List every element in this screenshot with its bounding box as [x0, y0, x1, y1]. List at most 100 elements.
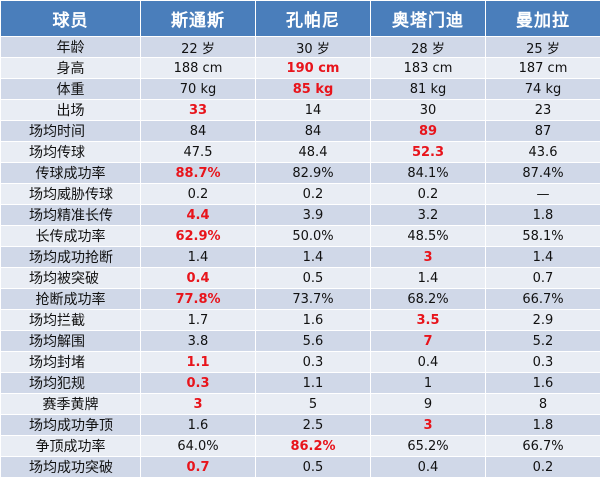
stat-cell: 9	[371, 394, 486, 415]
row-label: 场均精准长传	[1, 205, 141, 226]
stat-cell: 66.7%	[486, 436, 600, 457]
stat-cell: 1.6	[256, 310, 371, 331]
stat-cell: 23	[486, 100, 600, 121]
stat-cell: 1.6	[486, 373, 600, 394]
header-cell-stones: 斯通斯	[141, 1, 256, 37]
stat-cell: 84.1%	[371, 163, 486, 184]
stat-cell: 0.3	[486, 352, 600, 373]
stat-cell: 2.5	[256, 415, 371, 436]
stat-cell: 81 kg	[371, 79, 486, 100]
stat-cell: 4.4	[141, 205, 256, 226]
stat-cell: 1.4	[141, 247, 256, 268]
stat-cell: 47.5	[141, 142, 256, 163]
stat-cell: 0.2	[371, 184, 486, 205]
stat-cell: 30	[371, 100, 486, 121]
stat-cell: 5	[256, 394, 371, 415]
stat-cell: 1.6	[141, 415, 256, 436]
row-label: 年龄	[1, 37, 141, 58]
stat-cell: 190 cm	[256, 58, 371, 79]
stat-cell: 0.5	[256, 457, 371, 478]
stat-cell: —	[486, 184, 600, 205]
stat-cell: 33	[141, 100, 256, 121]
stat-cell: 1.4	[256, 247, 371, 268]
row-label: 体重	[1, 79, 141, 100]
stat-cell: 84	[256, 121, 371, 142]
stat-cell: 3.2	[371, 205, 486, 226]
stat-cell: 3.8	[141, 331, 256, 352]
stat-cell: 52.3	[371, 142, 486, 163]
stat-cell: 22 岁	[141, 37, 256, 58]
stat-cell: 0.3	[141, 373, 256, 394]
row-label: 传球成功率	[1, 163, 141, 184]
row-label: 场均威胁传球	[1, 184, 141, 205]
stat-cell: 87.4%	[486, 163, 600, 184]
stat-cell: 1.7	[141, 310, 256, 331]
row-label: 场均解围	[1, 331, 141, 352]
stat-cell: 183 cm	[371, 58, 486, 79]
row-label: 长传成功率	[1, 226, 141, 247]
stat-cell: 1.4	[371, 268, 486, 289]
row-label: 出场	[1, 100, 141, 121]
stat-cell: 187 cm	[486, 58, 600, 79]
stat-cell: 0.4	[141, 268, 256, 289]
stat-cell: 62.9%	[141, 226, 256, 247]
stat-cell: 0.5	[256, 268, 371, 289]
stat-cell: 89	[371, 121, 486, 142]
stat-cell: 88.7%	[141, 163, 256, 184]
header-cell-otamendi: 奥塔门迪	[371, 1, 486, 37]
header-cell-kompany: 孔帕尼	[256, 1, 371, 37]
stat-cell: 0.2	[256, 184, 371, 205]
stat-cell: 0.4	[371, 352, 486, 373]
header-row: 球员 斯通斯 孔帕尼 奥塔门迪 曼加拉	[1, 1, 600, 37]
stat-cell: 84	[141, 121, 256, 142]
stat-cell: 1.4	[486, 247, 600, 268]
row-label: 场均封堵	[1, 352, 141, 373]
stat-cell: 73.7%	[256, 289, 371, 310]
header-cell-mangala: 曼加拉	[486, 1, 600, 37]
stat-cell: 68.2%	[371, 289, 486, 310]
stat-cell: 1.1	[141, 352, 256, 373]
stat-cell: 48.4	[256, 142, 371, 163]
stat-cell: 1.8	[486, 415, 600, 436]
row-label: 场均成功争顶	[1, 415, 141, 436]
row-label: 争顶成功率	[1, 436, 141, 457]
row-label: 身高	[1, 58, 141, 79]
stat-cell: 0.7	[141, 457, 256, 478]
stat-cell: 0.3	[256, 352, 371, 373]
stat-cell: 0.4	[371, 457, 486, 478]
stat-cell: 66.7%	[486, 289, 600, 310]
row-label: 场均传球	[1, 142, 141, 163]
row-label: 场均犯规	[1, 373, 141, 394]
stat-cell: 30 岁	[256, 37, 371, 58]
stat-cell: 43.6	[486, 142, 600, 163]
stat-cell: 70 kg	[141, 79, 256, 100]
stat-cell: 28 岁	[371, 37, 486, 58]
stat-cell: 7	[371, 331, 486, 352]
stat-cell: 5.2	[486, 331, 600, 352]
row-label: 场均拦截	[1, 310, 141, 331]
stat-cell: 188 cm	[141, 58, 256, 79]
stat-cell: 50.0%	[256, 226, 371, 247]
row-label: 场均成功抢断	[1, 247, 141, 268]
stat-cell: 0.2	[486, 457, 600, 478]
stat-cell: 1.1	[256, 373, 371, 394]
stat-cell: 85 kg	[256, 79, 371, 100]
stat-cell: 0.2	[141, 184, 256, 205]
stat-cell: 1	[371, 373, 486, 394]
